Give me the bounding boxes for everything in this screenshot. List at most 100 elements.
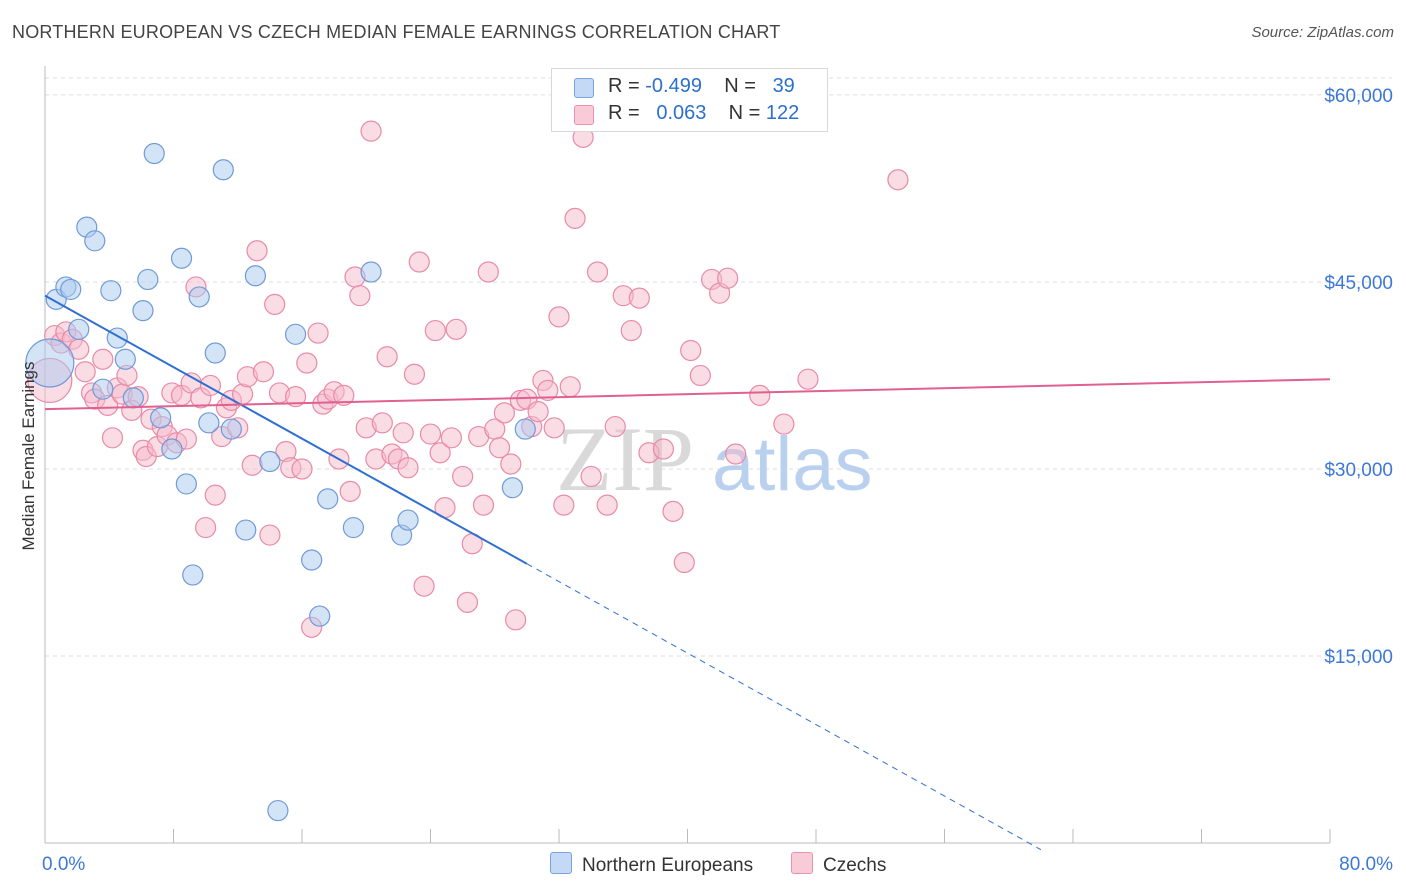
northern-european-point — [198, 412, 220, 434]
blue-swatch — [550, 852, 572, 874]
czech-point — [717, 267, 739, 289]
legend-n-label: N = — [724, 75, 756, 97]
northern-european-point — [212, 159, 234, 181]
czech-point — [392, 422, 414, 444]
stats-legend: R = -0.499 N = 39 R = 0.063 N = 122 — [551, 68, 828, 132]
northern-european-point — [132, 300, 154, 322]
czech-trend-line — [44, 378, 1331, 411]
y-axis-label: Median Female Earnings — [19, 362, 38, 551]
y-tick-label: $45,000 — [1324, 273, 1393, 294]
northern-european-point — [143, 142, 165, 165]
northern-european-point — [68, 318, 90, 340]
czech-point — [773, 413, 795, 435]
czech-point — [403, 363, 426, 385]
legend-r-label: R = — [608, 75, 640, 97]
northern-european-point — [182, 564, 204, 586]
czech-point — [259, 524, 281, 546]
northern-european-point — [25, 338, 75, 388]
legend-r-label: R = — [608, 102, 640, 124]
northern-european-point — [84, 230, 106, 252]
czech-point — [564, 207, 586, 229]
czech-point — [472, 494, 495, 516]
source-label: Source: ZipAtlas.com — [1251, 24, 1394, 41]
czech-point — [349, 285, 371, 307]
watermark-atlas: atlas — [712, 422, 873, 507]
northern-european-point — [244, 265, 267, 287]
northern-european-point — [220, 418, 242, 440]
pink-swatch — [791, 852, 813, 874]
czech-point — [92, 348, 114, 370]
czech-point — [505, 609, 527, 631]
northern-european-point — [204, 342, 226, 364]
northern-european-point — [259, 450, 281, 473]
bottom-legend-northern-europeans: Northern Europeans — [550, 852, 753, 877]
legend-n-label: N = — [728, 102, 761, 124]
czech-point — [101, 427, 124, 449]
czech-point — [376, 346, 398, 368]
czech-point — [360, 120, 382, 142]
czech-point — [604, 415, 626, 438]
czech-point — [246, 240, 268, 262]
northern-european-point — [397, 509, 419, 531]
czech-point — [296, 352, 318, 374]
northern-european-point — [60, 278, 82, 301]
czech-point — [413, 575, 435, 597]
czech-point — [689, 364, 711, 387]
czech-point — [662, 500, 684, 522]
czech-point — [680, 339, 702, 362]
northern-european-trend-line — [44, 294, 528, 565]
czech-point — [74, 361, 96, 383]
northern-european-point — [161, 438, 183, 460]
legend-label: Northern Europeans — [582, 855, 754, 876]
legend-r-value: -0.499 — [645, 75, 702, 97]
czech-point — [175, 428, 197, 450]
czech-point — [797, 368, 819, 390]
czech-point — [596, 494, 618, 516]
x-tick-label: 80.0% — [1339, 854, 1393, 875]
northern-european-point — [170, 247, 193, 269]
czech-point — [586, 261, 609, 283]
czech-point — [887, 169, 909, 191]
czech-point — [291, 458, 313, 480]
bottom-legend-czechs: Czechs — [791, 852, 886, 877]
czech-point — [339, 480, 361, 503]
y-tick-label: $60,000 — [1324, 86, 1393, 107]
northern-european-point — [501, 477, 524, 499]
czech-point — [673, 551, 695, 574]
northern-european-point — [301, 549, 323, 571]
czech-point — [527, 401, 549, 423]
northern-european-point — [100, 280, 122, 302]
czech-point — [452, 465, 474, 488]
czech-point — [429, 442, 451, 464]
czech-point — [548, 306, 570, 328]
czech-point — [252, 361, 275, 383]
czech-point — [537, 379, 559, 402]
czech-point — [264, 293, 286, 315]
czech-point — [652, 438, 675, 460]
blue-swatch — [574, 78, 594, 98]
legend-n-value: 39 — [772, 75, 795, 97]
northern-european-point — [235, 519, 257, 541]
northern-european-point — [514, 418, 536, 440]
czech-point — [559, 376, 581, 398]
czech-point — [580, 465, 602, 488]
czech-point — [241, 454, 263, 476]
legend-r-value: 0.063 — [656, 102, 707, 124]
legend-label: Czechs — [823, 855, 887, 876]
czech-point — [620, 319, 642, 342]
northern-european-point — [150, 407, 172, 429]
czech-point — [408, 251, 430, 273]
y-tick-label: $30,000 — [1324, 460, 1393, 481]
y-tick-label: $15,000 — [1324, 647, 1393, 668]
czech-point — [204, 484, 226, 506]
northern-european-point — [188, 286, 210, 308]
northern-european-point — [267, 799, 289, 822]
pink-swatch — [574, 105, 594, 125]
czech-point — [284, 386, 307, 408]
czech-point — [749, 384, 771, 407]
czech-point — [493, 402, 515, 424]
czech-point — [543, 417, 565, 439]
czech-point — [628, 287, 650, 309]
northern-european-point — [317, 488, 339, 510]
czech-point — [195, 516, 217, 539]
